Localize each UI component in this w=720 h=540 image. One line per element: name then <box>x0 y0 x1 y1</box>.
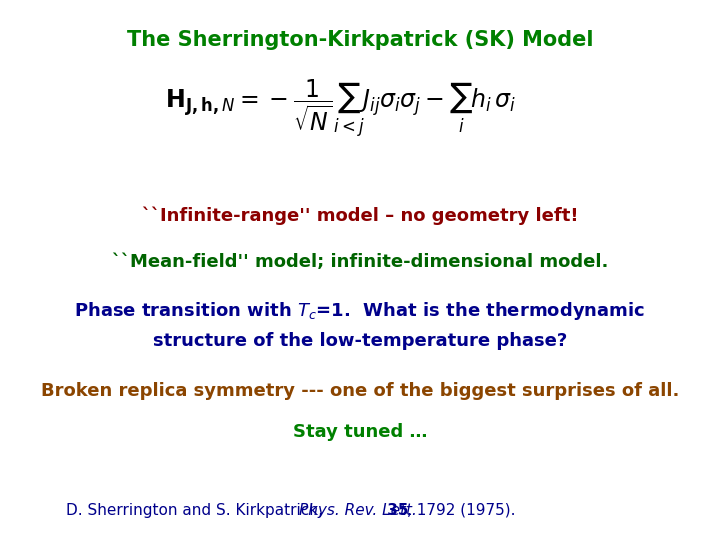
Text: structure of the low-temperature phase?: structure of the low-temperature phase? <box>153 332 567 350</box>
Text: ``Mean-field'' model; infinite-dimensional model.: ``Mean-field'' model; infinite-dimension… <box>112 253 608 271</box>
Text: ``Infinite-range'' model – no geometry left!: ``Infinite-range'' model – no geometry l… <box>142 207 578 225</box>
Text: Broken replica symmetry --- one of the biggest surprises of all.: Broken replica symmetry --- one of the b… <box>41 382 679 401</box>
Text: , 1792 (1975).: , 1792 (1975). <box>407 503 516 518</box>
Text: The Sherrington-Kirkpatrick (SK) Model: The Sherrington-Kirkpatrick (SK) Model <box>127 30 593 50</box>
Text: Phase transition with $T_c$=1.  What is the thermodynamic: Phase transition with $T_c$=1. What is t… <box>74 300 646 321</box>
Text: Phys. Rev. Lett.: Phys. Rev. Lett. <box>300 503 417 518</box>
Text: D. Sherrington and S. Kirkpatrick,: D. Sherrington and S. Kirkpatrick, <box>66 503 328 518</box>
Text: $\mathbf{H}_{\mathbf{J,h,}N} = -\dfrac{1}{\sqrt{N}}\sum_{i<j} J_{ij}\sigma_i\sig: $\mathbf{H}_{\mathbf{J,h,}N} = -\dfrac{1… <box>165 77 516 139</box>
Text: 35: 35 <box>382 503 409 518</box>
Text: Stay tuned …: Stay tuned … <box>293 423 427 441</box>
